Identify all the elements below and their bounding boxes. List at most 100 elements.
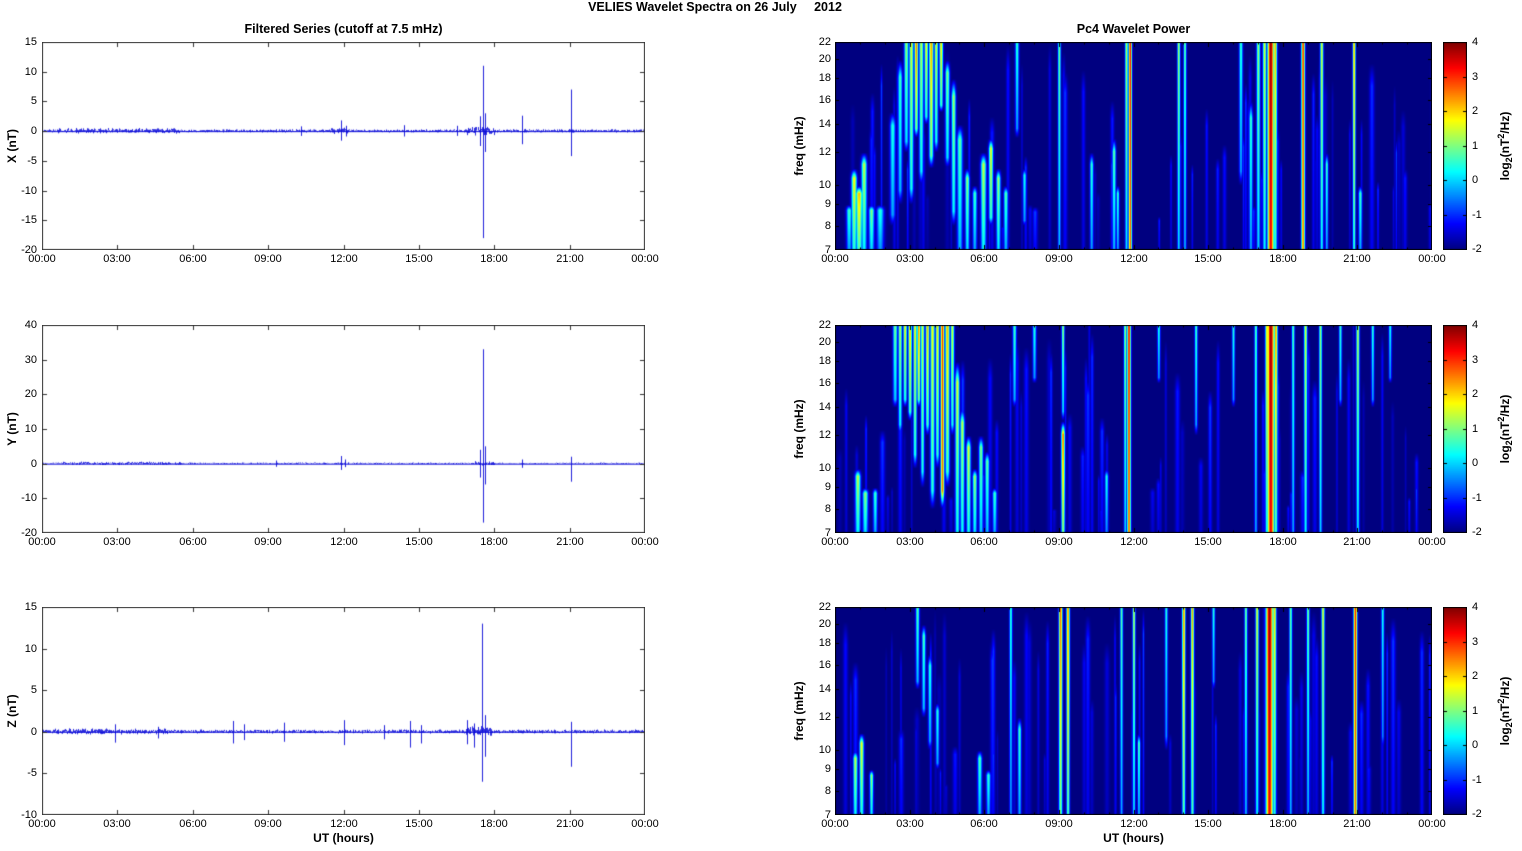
colorbar-label-3: log2(nT2/Hz) <box>1495 676 1515 746</box>
freq-tick-label: 7 <box>824 809 831 821</box>
colorbar-tick-label: 4 <box>1472 319 1479 331</box>
x-tick-label: 09:00 <box>1045 536 1073 548</box>
freq-tick-label: 9 <box>824 198 831 210</box>
freq-tick-label: 18 <box>818 637 831 649</box>
x-axis-label: X (nT) <box>5 129 19 163</box>
x-tick-label: 00:00 <box>1418 818 1446 830</box>
freq-tick-label: 8 <box>824 503 831 515</box>
x-tick-label: 18:00 <box>480 536 508 548</box>
freq-tick-label: 20 <box>818 618 831 630</box>
x-tick-label: 09:00 <box>254 536 282 548</box>
x-tick-label: 00:00 <box>631 536 659 548</box>
y-tick-label: 40 <box>24 319 37 331</box>
x-tick-label: 00:00 <box>28 253 56 265</box>
x-tick-label: 18:00 <box>1269 253 1297 265</box>
x-tick-label: 06:00 <box>970 536 998 548</box>
colorbar-tick-label: 3 <box>1472 354 1479 366</box>
x-tick-label: 12:00 <box>1120 253 1148 265</box>
heatmap-canvas-x <box>835 42 1432 250</box>
colorbar-tick-label: -1 <box>1472 209 1482 221</box>
colorbar-tick-label: 2 <box>1472 670 1479 682</box>
y-tick-label: 30 <box>24 354 37 366</box>
x-tick-label: 00:00 <box>28 536 56 548</box>
filtered-series-title: Filtered Series (cutoff at 7.5 mHz) <box>244 22 443 36</box>
x-tick-label: 15:00 <box>1194 536 1222 548</box>
freq-tick-label: 10 <box>818 744 831 756</box>
x-tick-label: 12:00 <box>330 253 358 265</box>
x-tick-label: 03:00 <box>896 536 924 548</box>
freq-tick-label: 20 <box>818 336 831 348</box>
colorbar-tick-label: 1 <box>1472 705 1479 717</box>
line-panel-canvas-x <box>42 42 645 250</box>
freq-axis-label-3: freq (mHz) <box>792 681 806 741</box>
freq-tick-label: 16 <box>818 659 831 671</box>
y-tick-label: -10 <box>21 809 37 821</box>
colorbar-tick-label: 2 <box>1472 388 1479 400</box>
x-tick-label: 21:00 <box>1343 253 1371 265</box>
freq-tick-label: 9 <box>824 481 831 493</box>
colorbar-tick-label: 4 <box>1472 601 1479 613</box>
x-tick-label: 00:00 <box>821 253 849 265</box>
freq-tick-label: 22 <box>818 36 831 48</box>
y-tick-label: -5 <box>27 767 37 779</box>
freq-tick-label: 22 <box>818 319 831 331</box>
freq-tick-label: 18 <box>818 72 831 84</box>
colorbar-tick-label: -2 <box>1472 808 1482 820</box>
y-axis-label: Y (nT) <box>5 412 19 446</box>
freq-tick-label: 16 <box>818 94 831 106</box>
colorbar-tick-label: -2 <box>1472 526 1482 538</box>
y-tick-label: 0 <box>30 125 37 137</box>
colorbar-tick-label: 1 <box>1472 423 1479 435</box>
y-tick-label: -10 <box>21 492 37 504</box>
x-tick-label: 09:00 <box>1045 818 1073 830</box>
colorbar-tick-label: -2 <box>1472 243 1482 255</box>
colorbar-canvas-z <box>1443 607 1467 815</box>
x-tick-label: 15:00 <box>405 536 433 548</box>
y-tick-label: 5 <box>30 95 37 107</box>
colorbar-label-1: log2(nT2/Hz) <box>1495 111 1515 181</box>
x-tick-label: 00:00 <box>631 253 659 265</box>
y-tick-label: 10 <box>24 423 37 435</box>
freq-tick-label: 8 <box>824 220 831 232</box>
x-tick-label: 15:00 <box>1194 253 1222 265</box>
z-axis-label: Z (nT) <box>5 694 19 728</box>
colorbar-canvas-x <box>1443 42 1467 250</box>
freq-tick-label: 10 <box>818 462 831 474</box>
y-tick-label: -20 <box>21 527 37 539</box>
freq-tick-label: 16 <box>818 377 831 389</box>
colorbar-tick-label: 3 <box>1472 71 1479 83</box>
x-tick-label: 12:00 <box>1120 818 1148 830</box>
x-tick-label: 06:00 <box>970 818 998 830</box>
freq-axis-label-1: freq (mHz) <box>792 116 806 176</box>
x-tick-label: 21:00 <box>1343 818 1371 830</box>
y-tick-label: -10 <box>21 185 37 197</box>
x-tick-label: 00:00 <box>821 818 849 830</box>
colorbar-tick-label: -1 <box>1472 774 1482 786</box>
x-tick-label: 12:00 <box>330 818 358 830</box>
colorbar-label-2: log2(nT2/Hz) <box>1495 394 1515 464</box>
x-tick-label: 18:00 <box>480 818 508 830</box>
x-tick-label: 09:00 <box>254 253 282 265</box>
freq-tick-label: 18 <box>818 355 831 367</box>
heatmap-canvas-y <box>835 325 1432 533</box>
y-tick-label: 10 <box>24 66 37 78</box>
x-tick-label: 18:00 <box>1269 536 1297 548</box>
line-panel-canvas-y <box>42 325 645 533</box>
left-x-axis-label: UT (hours) <box>313 831 374 845</box>
x-tick-label: 15:00 <box>405 253 433 265</box>
freq-tick-label: 20 <box>818 53 831 65</box>
y-tick-label: 5 <box>30 684 37 696</box>
y-tick-label: -20 <box>21 244 37 256</box>
x-tick-label: 00:00 <box>1418 536 1446 548</box>
x-tick-label: 12:00 <box>330 536 358 548</box>
x-tick-label: 06:00 <box>179 536 207 548</box>
colorbar-tick-label: 0 <box>1472 174 1479 186</box>
freq-tick-label: 7 <box>824 527 831 539</box>
freq-tick-label: 12 <box>818 146 831 158</box>
right-x-axis-label: UT (hours) <box>1103 831 1164 845</box>
colorbar-tick-label: 3 <box>1472 636 1479 648</box>
x-tick-label: 09:00 <box>1045 253 1073 265</box>
x-tick-label: 00:00 <box>28 818 56 830</box>
x-tick-label: 03:00 <box>103 253 131 265</box>
